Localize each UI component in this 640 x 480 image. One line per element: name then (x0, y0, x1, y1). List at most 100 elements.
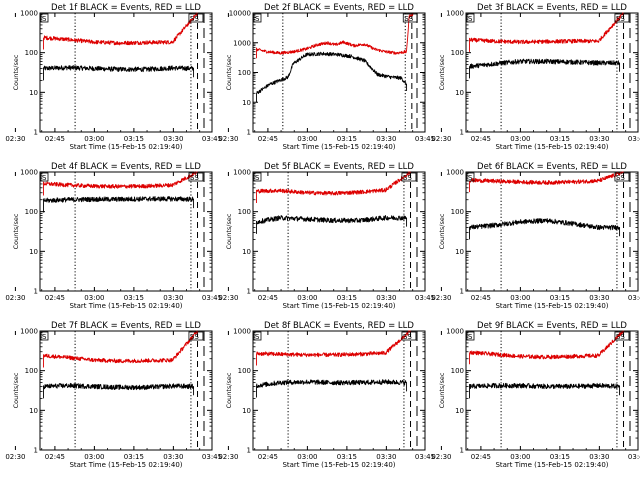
y-axis-label: Counts/sec (225, 54, 233, 90)
y-tick-label: 1 (460, 288, 464, 296)
detector-panel: Det 6f BLACK = Events, RED = LLD 1 10 100 10… (431, 162, 640, 310)
lld-series-line (256, 13, 414, 59)
flag-label: SS (616, 15, 625, 23)
plot-frame (39, 330, 213, 451)
y-tick-label: 10 (29, 407, 38, 415)
x-tick-label: 03:45 (628, 453, 640, 461)
flag-box (40, 331, 49, 341)
flag-label: SS (403, 174, 412, 182)
y-axis-label: Counts/sec (225, 213, 233, 249)
y-tick-label: 1 (247, 129, 251, 137)
x-axis-label: Start Time (15-Feb-15 02:19:40) (495, 143, 608, 151)
x-tick-label: 03:15 (337, 453, 357, 461)
y-tick-label: 1000 (446, 169, 464, 177)
y-tick-label: 1000 (20, 10, 38, 18)
flag-label: S (255, 15, 260, 23)
flag-box (614, 13, 630, 23)
panel-title: Det 9f BLACK = Events, RED = LLD (477, 321, 627, 331)
flag-box (188, 13, 204, 23)
x-tick-label: 03:00 (84, 294, 104, 302)
y-tick-label: 10 (455, 248, 464, 256)
y-tick-label: 1000 (20, 328, 38, 336)
y-tick-label: 100 (25, 367, 38, 375)
x-axis-label: Start Time (15-Feb-15 02:19:40) (282, 302, 395, 310)
events-series-line (469, 382, 621, 399)
lld-series-line (256, 330, 411, 366)
x-tick-label: 02:45 (471, 135, 491, 143)
x-tick-label: 02:45 (471, 294, 491, 302)
flag-box (253, 331, 262, 341)
x-tick-label: 02:30 (431, 135, 451, 143)
y-tick-label: 1000 (233, 328, 251, 336)
x-tick-label: 03:45 (415, 453, 435, 461)
y-axis-label: Counts/sec (12, 372, 20, 408)
x-tick-label: 03:15 (550, 294, 570, 302)
y-axis-label: Counts/sec (225, 372, 233, 408)
events-series-line (43, 382, 195, 399)
y-tick-label: 100 (238, 69, 251, 77)
x-tick-label: 02:45 (258, 294, 278, 302)
flag-box (614, 172, 630, 182)
y-tick-label: 100 (25, 49, 38, 57)
events-series-line (469, 58, 621, 79)
flag-box (188, 172, 204, 182)
x-tick-label: 03:30 (589, 135, 609, 143)
y-tick-label: 10 (455, 89, 464, 97)
flag-box (253, 13, 262, 23)
y-tick-label: 1 (460, 447, 464, 455)
x-tick-label: 02:45 (258, 135, 278, 143)
y-tick-label: 1000 (20, 169, 38, 177)
x-tick-label: 03:30 (163, 453, 183, 461)
y-tick-label: 1 (34, 129, 38, 137)
x-tick-label: 02:45 (45, 453, 65, 461)
x-tick-label: 03:45 (415, 294, 435, 302)
panel-title: Det 1f BLACK = Events, RED = LLD (51, 3, 201, 13)
events-series-line (256, 214, 408, 234)
y-tick-label: 100 (451, 49, 464, 57)
y-tick-label: 100 (451, 367, 464, 375)
flag-box (401, 172, 417, 182)
y-tick-label: 10 (29, 248, 38, 256)
x-tick-label: 02:45 (471, 453, 491, 461)
detector-panel: Det 9f BLACK = Events, RED = LLD 1 10 100 10… (431, 321, 640, 469)
flag-box (188, 331, 204, 341)
x-tick-label: 03:00 (297, 294, 317, 302)
x-tick-label: 03:30 (163, 294, 183, 302)
y-tick-label: 1000 (233, 169, 251, 177)
detector-panel: Det 4f BLACK = Events, RED = LLD 1 10 100 10… (5, 162, 222, 310)
lld-series-line (256, 171, 411, 204)
y-tick-label: 1000 (233, 39, 251, 47)
detector-panel: Det 3f BLACK = Events, RED = LLD 1 10 100 10… (431, 3, 640, 151)
flag-label: S (468, 333, 473, 341)
x-tick-label: 02:45 (45, 294, 65, 302)
plot-frame (252, 171, 426, 292)
x-axis-label: Start Time (15-Feb-15 02:19:40) (69, 302, 182, 310)
flag-label: SS (190, 174, 199, 182)
y-tick-label: 1 (460, 129, 464, 137)
flag-box (466, 13, 475, 23)
x-tick-label: 03:15 (337, 294, 357, 302)
events-series-line (43, 64, 195, 81)
lld-series-line (469, 171, 624, 193)
flag-label: S (42, 174, 47, 182)
panel-title: Det 5f BLACK = Events, RED = LLD (264, 162, 414, 172)
x-tick-label: 02:45 (45, 135, 65, 143)
y-axis-label: Counts/sec (12, 54, 20, 90)
detector-panel: Det 1f BLACK = Events, RED = LLD 1 10 100 10… (5, 3, 222, 151)
y-tick-label: 1 (34, 288, 38, 296)
detector-panel: Det 8f BLACK = Events, RED = LLD 1 10 100 10… (218, 321, 435, 469)
flag-label: SS (616, 174, 625, 182)
y-axis-label: Counts/sec (438, 54, 446, 90)
x-tick-label: 03:45 (202, 135, 222, 143)
x-tick-label: 02:30 (5, 294, 25, 302)
x-tick-label: 02:30 (5, 135, 25, 143)
x-tick-label: 03:00 (510, 294, 530, 302)
lld-series-line (43, 171, 198, 196)
flag-label: SS (404, 15, 413, 23)
lld-series-line (43, 12, 198, 50)
y-tick-label: 10 (29, 89, 38, 97)
x-tick-label: 03:00 (297, 135, 317, 143)
flag-box (253, 172, 262, 182)
x-tick-label: 02:30 (431, 294, 451, 302)
